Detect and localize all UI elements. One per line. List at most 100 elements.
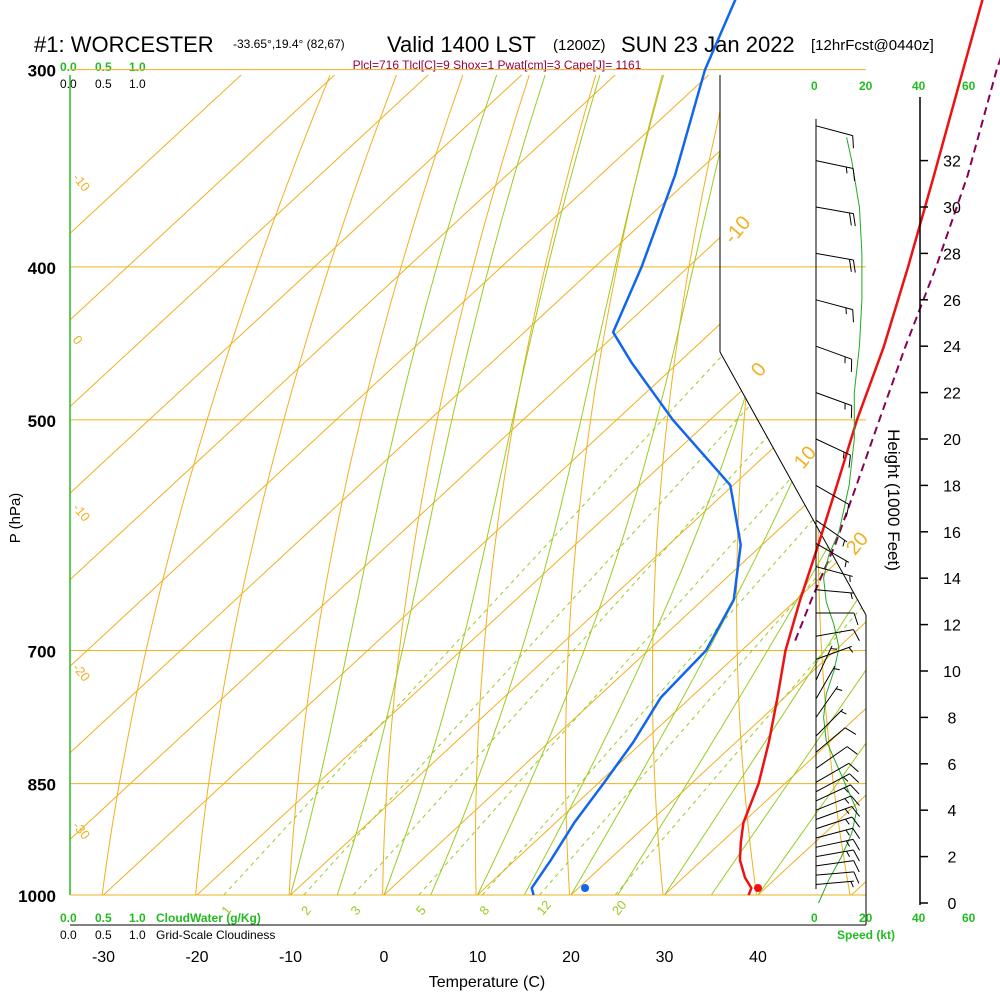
moist-adiabat-line: [710, 75, 866, 895]
dry-adiabat-line: [101, 75, 399, 895]
wind-barb-half-flag: [850, 881, 854, 888]
dry-adiabat-line: [288, 75, 523, 895]
wind-barb: [815, 252, 856, 273]
wind-barb-shaft: [815, 708, 844, 737]
scale-top-black-2: 1.0: [129, 77, 146, 91]
isotherm-line: [70, 75, 866, 895]
wind-barb-shaft: [815, 484, 850, 505]
wind-barb-flag: [852, 309, 854, 323]
title-date: SUN 23 Jan 2022: [621, 32, 795, 57]
parcel-line: [794, 56, 1000, 641]
cloudwater-scale-bottom: 0.0 0.5 1.0 CloudWater (g/Kg): [60, 911, 261, 925]
scale-bottom-black-1: 0.5: [95, 928, 112, 942]
wind-barb: [815, 645, 838, 681]
mixing-ratio-line: [418, 266, 866, 895]
isotherm-label: -30: [70, 818, 94, 842]
height-axis-label: Height (1000 Feet): [884, 429, 903, 571]
speed-label: Speed (kt): [837, 928, 895, 942]
wind-barb-half-flag: [844, 560, 847, 568]
isotherm-line: [70, 75, 757, 895]
mixing-ratio-label: 8: [476, 903, 492, 918]
title-valid: Valid 1400 LST: [387, 32, 536, 57]
wind-barb-shaft: [815, 392, 852, 407]
wind-barb-flag: [852, 839, 861, 851]
speed-top-3: 60: [962, 79, 976, 93]
wind-barb-shaft: [815, 773, 850, 793]
wind-barb-flag: [851, 806, 860, 817]
wind-barb: [815, 629, 860, 641]
isotherm-line: [664, 75, 866, 895]
dry-adiabat-label: 0: [747, 359, 771, 382]
dry-adiabat-label: 20: [842, 528, 873, 559]
height-tick-label: 32: [943, 154, 961, 171]
wind-barb: [815, 685, 843, 718]
height-tick-label: 10: [943, 664, 961, 681]
isotherm-line: [70, 75, 866, 895]
wind-barb-shaft: [815, 629, 854, 637]
wind-barb: [815, 708, 847, 737]
x-axis-label: Temperature (C): [429, 974, 545, 991]
wind-barb-shaft: [815, 860, 854, 867]
x-tick-label: 0: [380, 949, 389, 966]
wind-barb: [816, 612, 859, 626]
mixing-ratio-label: 3: [347, 903, 363, 918]
height-tick-label: 16: [943, 525, 961, 542]
cloudiness-scale-bottom: 0.0 0.5 1.0 Grid-Scale Cloudiness: [60, 928, 275, 942]
dry-adiabat-line: [195, 75, 461, 895]
mixing-ratio-line: [481, 266, 866, 895]
moist-adiabat-line: [477, 75, 775, 895]
wind-barb-shaft: [815, 762, 850, 783]
scale-top-black-1: 0.5: [95, 77, 112, 91]
speed-bottom-2: 40: [912, 911, 926, 925]
pressure-tick-label: 1000: [18, 887, 56, 906]
mixing-ratio-line: [303, 266, 866, 895]
x-axis-ticks: -30 -20 -10 0 10 20 30 40: [92, 949, 767, 966]
dry-adiabat-line: [475, 75, 648, 895]
wind-barb-half-flag: [835, 688, 843, 692]
isotherm-line: [70, 75, 383, 895]
wind-barb-flag: [852, 259, 856, 273]
wind-barb-shaft: [815, 645, 833, 681]
wind-barb: [815, 784, 860, 802]
wind-barb-shaft: [815, 827, 853, 839]
moist-adiabat-line: [383, 75, 643, 895]
isotherm-line: [757, 75, 866, 895]
wind-barb-shaft: [815, 838, 854, 848]
mixing-ratio-label: 2: [298, 903, 314, 918]
height-tick-label: 0: [948, 896, 957, 913]
wind-barb-flag: [851, 816, 861, 828]
dry-adiabat-label: -10: [720, 212, 755, 248]
height-tick-label: 6: [948, 757, 957, 774]
scale-bottom-black-0: 0.0: [60, 928, 77, 942]
wind-barb-shaft: [815, 252, 854, 261]
mixing-ratio-label: 5: [413, 903, 429, 918]
isotherm-line: [851, 75, 866, 895]
wind-barb-shaft: [815, 542, 850, 563]
wind-barb: [815, 206, 856, 227]
scale-top-green-1: 0.5: [95, 60, 112, 74]
wind-barb-half-flag: [842, 452, 845, 459]
pressure-axis-ticks: 2503004005007008501000: [18, 62, 56, 906]
mixing-ratio-line: [223, 266, 806, 895]
wind-barb-half-flag: [845, 166, 848, 174]
profile-series: [530, 0, 1000, 896]
plot-frame: [69, 75, 867, 926]
height-tick-label: 28: [943, 246, 961, 263]
mixing-ratio-line: [614, 266, 866, 895]
title-utc: (1200Z): [553, 37, 606, 54]
wind-barb-flag: [853, 612, 859, 626]
wind-barb-shaft: [815, 880, 854, 885]
x-tick-label: 20: [562, 949, 580, 966]
pressure-tick-label: 500: [28, 412, 56, 431]
isotherm-line: [290, 75, 866, 895]
wind-barb-shaft: [815, 345, 852, 360]
wind-barb-half-flag: [840, 710, 847, 715]
scale-top-green-0: 0.0: [60, 60, 77, 74]
title-forecast: [12hrFcst@0440z]: [811, 37, 934, 54]
wind-barb-shaft: [815, 160, 854, 169]
title-station: #1: WORCESTER: [34, 32, 214, 57]
wind-barb-half-flag: [845, 829, 850, 836]
wind-barb-half-flag: [833, 668, 840, 671]
x-tick-label: 30: [656, 949, 674, 966]
